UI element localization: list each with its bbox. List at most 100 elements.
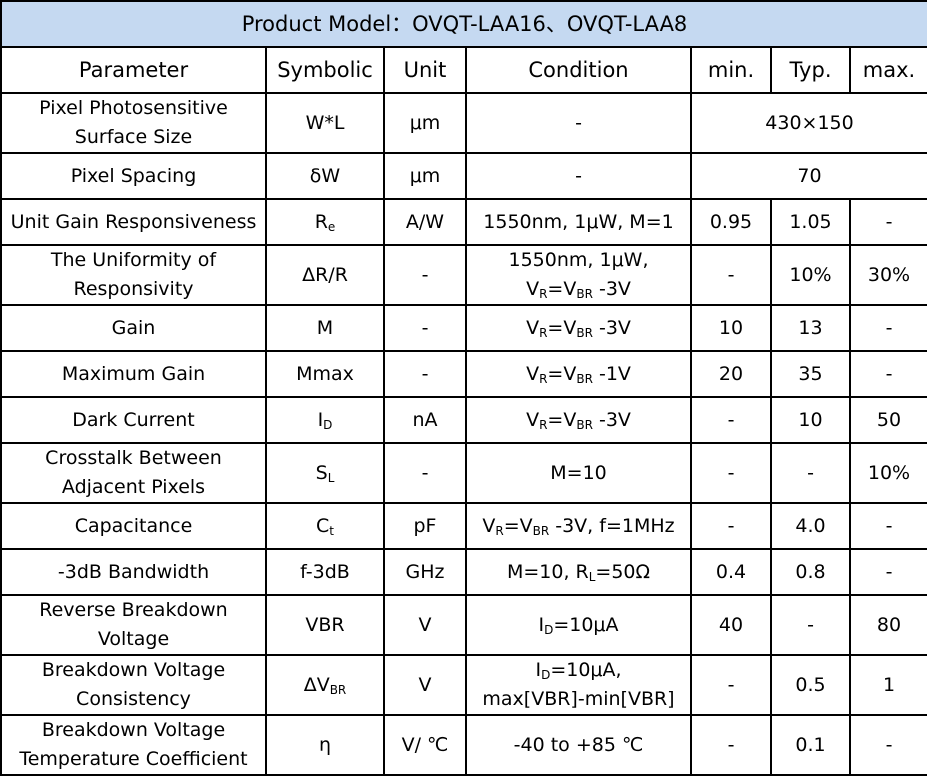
min-cell: 0.95 (690, 198, 772, 246)
max-cell: 80 (849, 594, 927, 656)
text-segment-r7: S (315, 461, 328, 484)
subscript-text-r10: D (544, 622, 554, 637)
text-segment-r11: ΔV (303, 673, 330, 696)
max-cell: - (849, 548, 927, 596)
table-row: -3dB Bandwidth f-3dB GHz M=10, RL=50Ω 0.4 0.8… (0, 548, 927, 596)
subscript-text-r8: t (329, 523, 334, 538)
text-segment-r5: -1V (592, 362, 631, 385)
text-segment-r7: M=10 (550, 461, 607, 484)
text-segment-r3: ΔR/R (302, 263, 348, 286)
table-row: Reverse Breakdown Voltage VBR V ID=10μA 40-80 (0, 594, 927, 656)
parameter-cell: Breakdown Voltage Consistency (0, 654, 267, 716)
parameter-cell: Breakdown Voltage Temperature Coefficient (0, 714, 267, 776)
parameter-line: Breakdown Voltage (41, 659, 226, 681)
max-cell: 50 (849, 396, 927, 444)
unit-cell: - (383, 442, 467, 504)
subscript-text-r11: BR (329, 682, 347, 697)
typ-cell: 0.8 (770, 548, 851, 596)
condition-line: ID=10μA (469, 611, 688, 640)
typ-cell: 13 (770, 304, 851, 352)
text-segment-r8: C (316, 514, 330, 537)
unit-cell: - (383, 244, 467, 306)
title-row: Product Model：OVQT-LAA16、OVQT-LAA8 (0, 0, 927, 48)
parameter-line: Crosstalk Between (45, 447, 222, 469)
typ-cell: 4.0 (770, 502, 851, 550)
typ-cell: - (770, 442, 851, 504)
text-segment-r6: V (526, 408, 540, 431)
header-typ: Typ. (770, 46, 851, 94)
condition-line: VR=VBR -3V (469, 314, 688, 343)
min-cell: 0.4 (690, 548, 772, 596)
symbol-cell: η (265, 714, 385, 776)
min-cell: - (690, 714, 772, 776)
symbol-cell: VBR (265, 594, 385, 656)
parameter-line: -3dB Bandwidth (57, 560, 210, 583)
parameter-line: Maximum Gain (61, 362, 206, 385)
symbol-cell: ΔVBR (265, 654, 385, 716)
parameter-line: Adjacent Pixels (61, 476, 206, 498)
subscript-text-r8: R (495, 523, 504, 538)
text-segment-r5: V (526, 362, 540, 385)
parameter-cell: Gain (0, 304, 267, 352)
symbol-line: ΔVBR (269, 671, 381, 700)
text-segment-r4: V (526, 316, 540, 339)
parameter-cell: Unit Gain Responsiveness (0, 198, 267, 246)
condition-cell: - (465, 92, 692, 154)
subscript-text-r5: BR (576, 371, 593, 386)
subscript-text-r6: D (323, 417, 333, 432)
unit-cell: nA (383, 396, 467, 444)
condition-line: - (469, 162, 688, 191)
symbol-cell: δW (265, 152, 385, 200)
table-row: Pixel Photosensitive Surface Size W*L μm - 43… (0, 92, 927, 154)
max-cell: 10% (849, 442, 927, 504)
text-segment-r8: V (482, 514, 496, 537)
min-cell: - (690, 442, 772, 504)
condition-cell: 1550nm, 1μW, VR=VBR -3V (465, 244, 692, 306)
parameter-line: Dark Current (72, 408, 195, 431)
text-segment-r9: M=10, R (506, 560, 589, 583)
symbol-line: η (269, 731, 381, 760)
table-row: Breakdown Voltage Temperature Coefficient… (0, 714, 927, 776)
typ-cell: 0.5 (770, 654, 851, 716)
condition-line: VR=VBR -3V (469, 275, 688, 303)
parameter-line: Capacitance (74, 514, 193, 537)
symbol-line: δW (269, 162, 381, 191)
symbol-line: M (269, 314, 381, 343)
product-model-title: Product Model：OVQT-LAA16、OVQT-LAA8 (0, 0, 927, 48)
table-row: The Uniformity of Responsivity ΔR/R -1550nm… (0, 244, 927, 306)
text-segment-r6: =V (547, 408, 577, 431)
parameter-cell: Dark Current (0, 396, 267, 444)
header-row: Parameter Symbolic Unit Condition min. T… (0, 46, 927, 94)
unit-cell: V/ ℃ (383, 714, 467, 776)
min-cell: - (690, 244, 772, 306)
condition-cell: VR=VBR -3V (465, 304, 692, 352)
symbol-cell: SL (265, 442, 385, 504)
parameter-line: Pixel Spacing (70, 164, 197, 187)
parameter-line: Pixel Photosensitive (39, 97, 228, 119)
symbol-cell: M (265, 304, 385, 352)
spec-table-body: Pixel Photosensitive Surface Size W*L μm - 43… (0, 92, 927, 776)
subscript-text-r11: D (541, 668, 551, 682)
text-segment-r8: =V (503, 514, 533, 537)
parameter-cell: The Uniformity of Responsivity (0, 244, 267, 306)
table-row: Dark Current ID nA VR=VBR -3V -10 50 (0, 396, 927, 444)
condition-cell: -40 to +85 ℃ (465, 714, 692, 776)
table-row: Breakdown Voltage Consistency ΔVBR V ID=10μA… (0, 654, 927, 716)
table-row: Gain M - VR=VBR -3V 10 13- (0, 304, 927, 352)
table-row: Unit Gain Responsiveness Re A/W 1550nm, 1μW… (0, 198, 927, 246)
text-segment-r6: -3V (592, 408, 631, 431)
min-cell: - (690, 502, 772, 550)
text-segment-r5: Mmax (296, 362, 354, 385)
condition-cell: VR=VBR -1V (465, 350, 692, 398)
subscript-text-r6: BR (576, 417, 593, 432)
parameter-line: Responsivity (73, 278, 194, 300)
header-parameter: Parameter (0, 46, 267, 94)
condition-line: VR=VBR -3V (469, 406, 688, 435)
merged-value-cell: 70 (690, 152, 927, 200)
parameter-cell: Pixel Photosensitive Surface Size (0, 92, 267, 154)
parameter-line: Surface Size (74, 126, 193, 148)
symbol-line: ΔR/R (269, 261, 381, 290)
max-cell: - (849, 198, 927, 246)
subscript-text-r5: R (539, 371, 548, 386)
header-unit: Unit (383, 46, 467, 94)
